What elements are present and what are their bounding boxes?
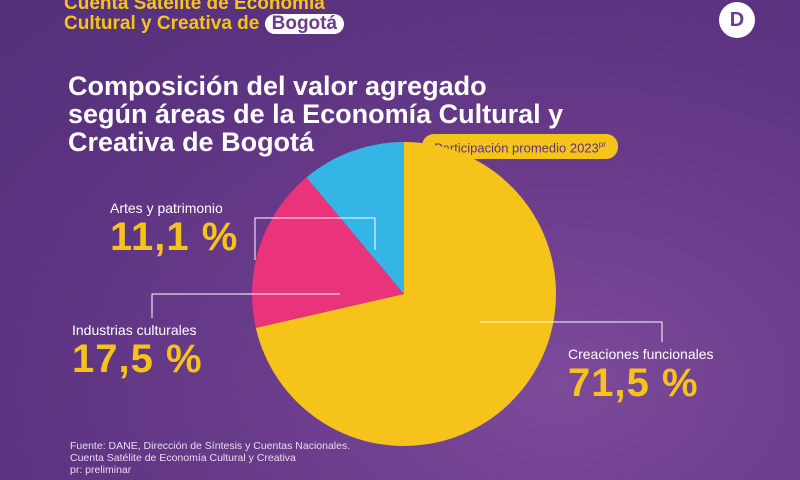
footer-line-3: pr: preliminar — [70, 464, 132, 476]
title-line-2: según áreas de la Economía Cultural y — [68, 99, 564, 129]
footer-source: Fuente: DANE, Dirección de Síntesis y Cu… — [70, 440, 350, 476]
slice-label-artes: Artes y patrimonio — [110, 200, 223, 216]
slice-industrias — [252, 177, 404, 328]
label-artes: Artes y patrimonio 11,1 % — [110, 200, 238, 258]
brand-header: Cuenta Satélite de Economía Cultural y C… — [64, 0, 345, 34]
brand-line-2-prefix: Cultural y Creativa de — [64, 13, 260, 34]
slice-value-artes: 11,1 % — [110, 215, 239, 259]
subtitle-text: Participación promedio 2023 — [434, 140, 599, 156]
pie-slices — [252, 142, 557, 446]
slice-creaciones — [255, 142, 557, 446]
leader-line-creaciones — [480, 321, 663, 342]
slice-label-industrias: Industrias culturales — [72, 322, 197, 338]
leader-line-artes — [254, 217, 376, 260]
brand-line-1: Cuenta Satélite de Economía — [64, 0, 325, 14]
leader-lines — [151, 217, 663, 342]
label-industrias: Industrias culturales 17,5 % — [72, 322, 203, 380]
title-line-3: Creativa de Bogotá — [68, 127, 315, 157]
label-creaciones: Creaciones funcionales 71,5 % — [568, 346, 714, 404]
footer-line-2: Cuenta Satélite de Economía Cultural y C… — [70, 452, 296, 464]
title-line-1: Composición del valor agregado — [68, 71, 487, 101]
footer-line-1: Fuente: DANE, Dirección de Síntesis y Cu… — [70, 440, 351, 452]
slice-value-industrias: 17,5 % — [72, 337, 203, 381]
subtitle-sup: pr — [598, 140, 606, 149]
slice-value-creaciones: 71,5 % — [568, 361, 699, 405]
chart-title: Composición del valor agregado según áre… — [68, 72, 768, 156]
logo-icon: D — [719, 2, 755, 38]
brand-highlight: Bogotá — [264, 14, 345, 34]
slice-label-creaciones: Creaciones funcionales — [568, 346, 714, 362]
leader-line-industrias — [151, 293, 340, 318]
brand-line-2: Cultural y Creativa de Bogotá — [64, 13, 345, 34]
